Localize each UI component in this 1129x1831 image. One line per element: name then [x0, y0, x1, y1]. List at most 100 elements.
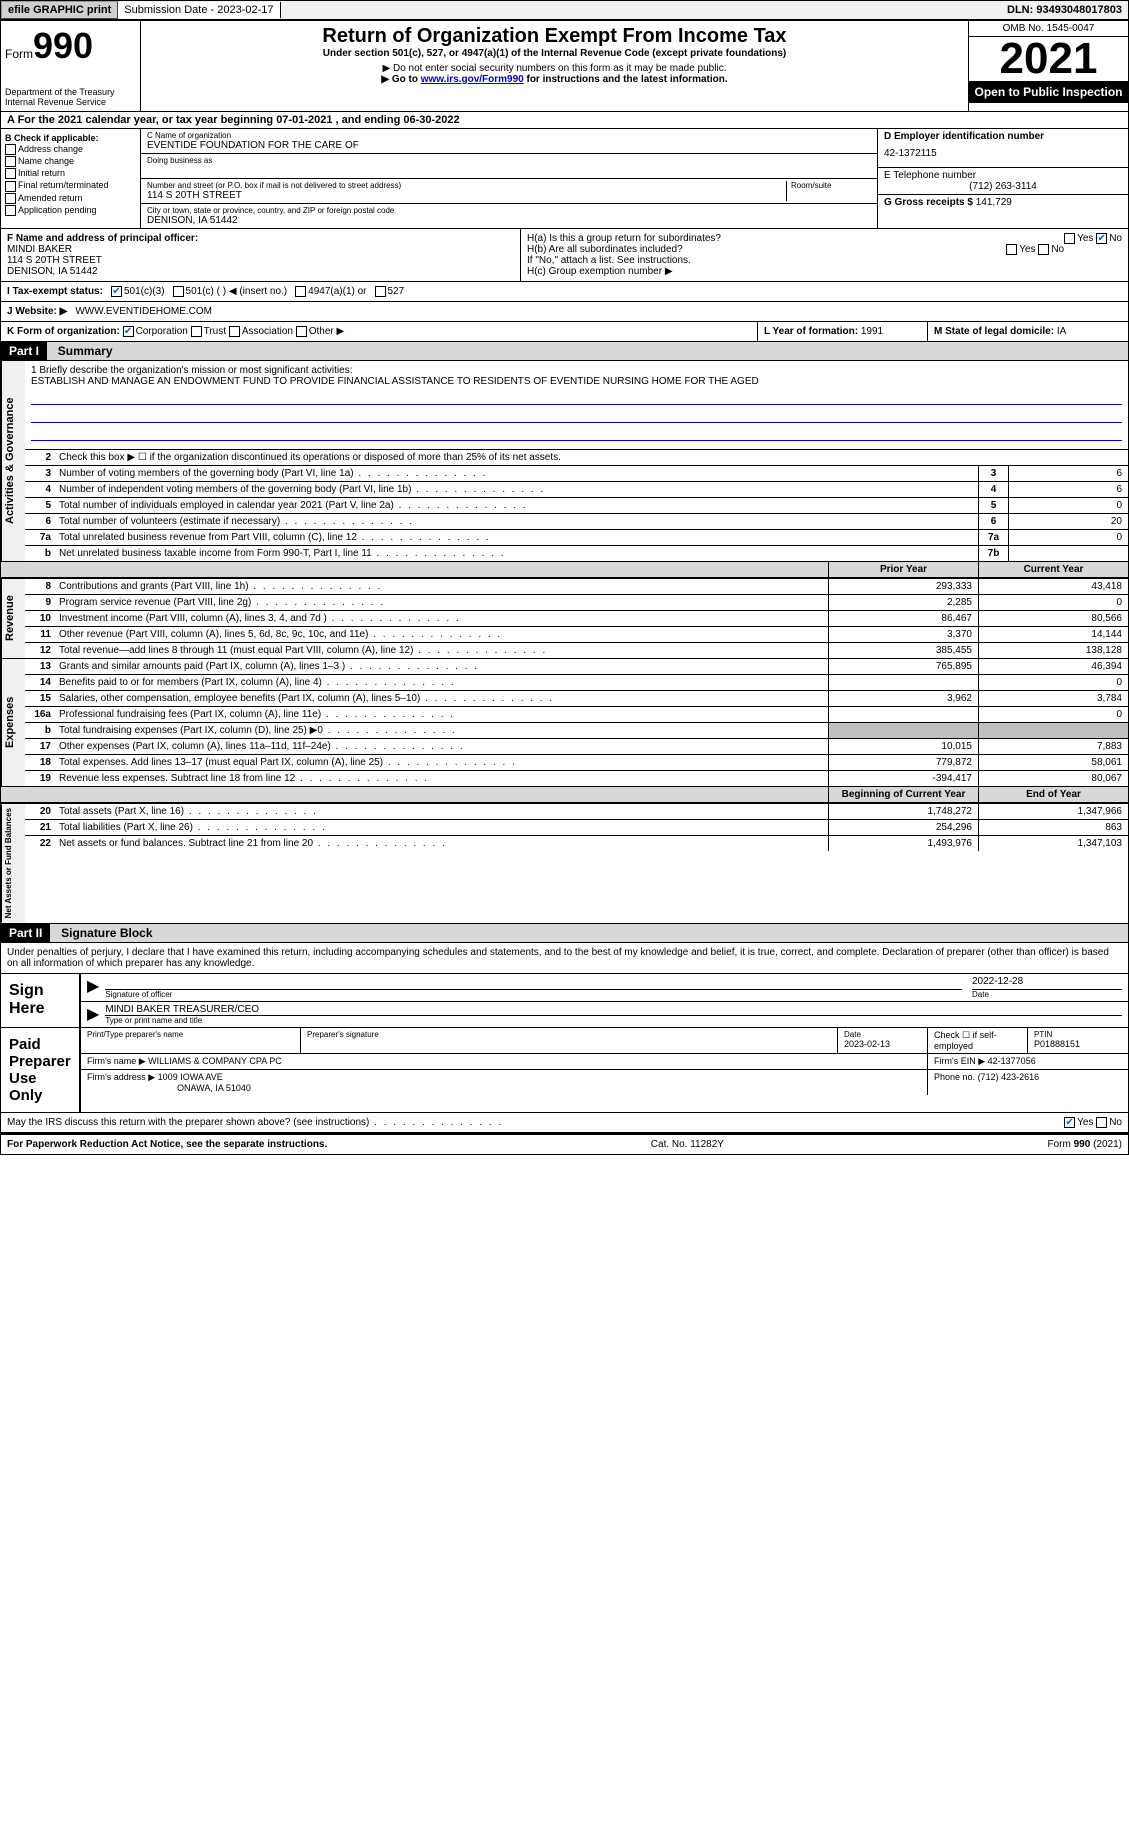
revenue-section: Revenue 8Contributions and grants (Part … [0, 579, 1129, 659]
part2-num: Part II [1, 924, 50, 942]
summary-row: 18Total expenses. Add lines 13–17 (must … [25, 755, 1128, 771]
year-form-label: L Year of formation: [764, 326, 858, 337]
website-row: J Website: ▶ WWW.EVENTIDEHOME.COM [0, 302, 1129, 322]
summary-row: 10Investment income (Part VIII, column (… [25, 611, 1128, 627]
ptin: P01888151 [1034, 1039, 1122, 1049]
irs-link[interactable]: www.irs.gov/Form990 [421, 74, 524, 85]
taxstatus-label: I Tax-exempt status: [7, 286, 103, 297]
dln: DLN: 93493048017803 [1001, 2, 1128, 18]
form-ref: Form 990 (2021) [1048, 1139, 1122, 1150]
vert-expenses: Expenses [1, 659, 25, 786]
city-label: City or town, state or province, country… [147, 206, 871, 215]
summary-row: 21Total liabilities (Part X, line 26)254… [25, 820, 1128, 836]
form-number: 990 [33, 25, 93, 66]
chk-pending[interactable]: Application pending [5, 205, 136, 216]
end-year-hdr: End of Year [978, 787, 1128, 802]
summary-row: 20Total assets (Part X, line 16)1,748,27… [25, 804, 1128, 820]
ptin-label: PTIN [1034, 1030, 1122, 1039]
firm-name-label: Firm's name ▶ [87, 1056, 146, 1066]
form-subtitle: Under section 501(c), 527, or 4947(a)(1)… [145, 48, 964, 59]
summary-row: 11Other revenue (Part VIII, column (A), … [25, 627, 1128, 643]
form-org-row: K Form of organization: Corporation Trus… [0, 322, 1129, 342]
chk-corp[interactable]: Corporation [123, 326, 188, 337]
summary-row: 5Total number of individuals employed in… [25, 498, 1128, 514]
activities-section: Activities & Governance 1 Briefly descri… [0, 361, 1129, 562]
begin-year-hdr: Beginning of Current Year [828, 787, 978, 802]
paperwork: For Paperwork Reduction Act Notice, see … [7, 1139, 327, 1150]
firm-addr2: ONAWA, IA 51040 [177, 1083, 251, 1093]
form-word: Form [5, 47, 33, 61]
formorg-label: K Form of organization: [7, 326, 120, 337]
summary-row: bNet unrelated business taxable income f… [25, 546, 1128, 561]
self-emp: Check ☐ if self-employed [928, 1028, 1028, 1053]
firm-phone-label: Phone no. [934, 1072, 975, 1082]
prep-date: 2023-02-13 [844, 1039, 921, 1049]
state: IA [1057, 326, 1066, 337]
chk-other[interactable]: Other ▶ [296, 326, 344, 337]
cat-no: Cat. No. 11282Y [651, 1139, 724, 1150]
chk-trust[interactable]: Trust [191, 326, 226, 337]
chk-name[interactable]: Name change [5, 156, 136, 167]
tax-year: 2021 [969, 37, 1128, 81]
hc-label: H(c) Group exemption number ▶ [527, 266, 1122, 277]
summary-row: 19Revenue less expenses. Subtract line 1… [25, 771, 1128, 786]
efile-print-button[interactable]: efile GRAPHIC print [1, 1, 118, 19]
ha-label: H(a) Is this a group return for subordin… [527, 233, 721, 244]
year-form: 1991 [861, 326, 883, 337]
street: 114 S 20TH STREET [147, 190, 786, 201]
prior-current-hdr: Prior Year Current Year [0, 562, 1129, 579]
org-name: EVENTIDE FOUNDATION FOR THE CARE OF [147, 140, 871, 151]
firm-addr1: 1009 IOWA AVE [158, 1072, 223, 1082]
chk-527[interactable]: 527 [375, 286, 405, 297]
officer-print-name: MINDI BAKER TREASURER/CEO [105, 1004, 1122, 1016]
chk-4947[interactable]: 4947(a)(1) or [295, 286, 366, 297]
part1-bar: Part I Summary [0, 342, 1129, 361]
summary-row: 7aTotal unrelated business revenue from … [25, 530, 1128, 546]
officer-label: F Name and address of principal officer: [7, 233, 514, 244]
prep-sig-label: Preparer's signature [307, 1030, 831, 1039]
arrow-icon: ▶ [87, 976, 99, 999]
tax-period: A For the 2021 calendar year, or tax yea… [0, 112, 1129, 129]
open-public: Open to Public Inspection [969, 81, 1128, 103]
dept-treasury: Department of the Treasury [5, 87, 136, 97]
tax-status-row: I Tax-exempt status: 501(c)(3) 501(c) ( … [0, 282, 1129, 302]
goto-post: for instructions and the latest informat… [524, 74, 728, 85]
begin-end-hdr: Beginning of Current Year End of Year [0, 787, 1129, 804]
prior-year-hdr: Prior Year [828, 562, 978, 577]
state-label: M State of legal domicile: [934, 326, 1054, 337]
chk-address[interactable]: Address change [5, 144, 136, 155]
chk-assoc[interactable]: Association [229, 326, 293, 337]
part1-num: Part I [1, 342, 47, 360]
expenses-section: Expenses 13Grants and similar amounts pa… [0, 659, 1129, 787]
chk-501c[interactable]: 501(c) ( ) ◀ (insert no.) [173, 286, 288, 297]
irs-label: Internal Revenue Service [5, 97, 136, 107]
firm-phone: (712) 423-2616 [978, 1072, 1040, 1082]
summary-row: 14Benefits paid to or for members (Part … [25, 675, 1128, 691]
officer-sig-label: Signature of officer [105, 990, 962, 999]
arrow-icon: ▶ [87, 1004, 99, 1025]
sign-here-label: Sign Here [1, 974, 81, 1027]
summary-row: 13Grants and similar amounts paid (Part … [25, 659, 1128, 675]
officer-street: 114 S 20TH STREET [7, 255, 514, 266]
form-title: Return of Organization Exempt From Incom… [145, 25, 964, 48]
hb-label: H(b) Are all subordinates included? [527, 244, 683, 255]
firm-name: WILLIAMS & COMPANY CPA PC [148, 1056, 282, 1066]
chk-initial[interactable]: Initial return [5, 168, 136, 179]
discuss-row: May the IRS discuss this return with the… [0, 1113, 1129, 1133]
phone-label: E Telephone number [884, 170, 1122, 181]
officer-city: DENISON, IA 51442 [7, 266, 514, 277]
vert-revenue: Revenue [1, 579, 25, 658]
sign-here-row: Sign Here ▶ Signature of officer 2022-12… [0, 974, 1129, 1028]
chk-501c3[interactable]: 501(c)(3) [111, 286, 165, 297]
summary-row: 12Total revenue—add lines 8 through 11 (… [25, 643, 1128, 658]
street-label: Number and street (or P.O. box if mail i… [147, 181, 786, 190]
chk-final[interactable]: Final return/terminated [5, 180, 136, 191]
summary-row: bTotal fundraising expenses (Part IX, co… [25, 723, 1128, 739]
chk-amended[interactable]: Amended return [5, 193, 136, 204]
mission-label: 1 Briefly describe the organization's mi… [31, 365, 1122, 376]
hb-note: If "No," attach a list. See instructions… [527, 255, 1122, 266]
summary-row: 16aProfessional fundraising fees (Part I… [25, 707, 1128, 723]
summary-row: 6Total number of volunteers (estimate if… [25, 514, 1128, 530]
ssn-note: ▶ Do not enter social security numbers o… [145, 63, 964, 74]
entity-block: B Check if applicable: Address change Na… [0, 129, 1129, 229]
